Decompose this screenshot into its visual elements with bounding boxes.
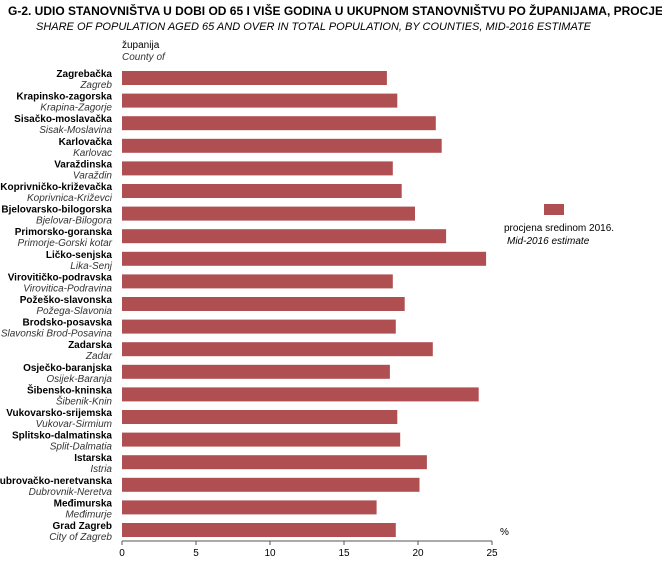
category-label: Sisačko-moslavačka: [14, 114, 112, 125]
category-label: Vukovarsko-srijemska: [6, 408, 112, 419]
bar-bjelovar-bilogora: [122, 206, 415, 221]
category-label: Koprivničko-križevačka: [0, 182, 112, 193]
category-label-en: Zagreb: [79, 80, 112, 91]
legend-label: procjena sredinom 2016.: [504, 223, 614, 234]
bar-primorje-gorski-kotar: [122, 229, 447, 244]
legend-swatch: [544, 204, 564, 215]
x-tick-label: 0: [119, 548, 125, 559]
bar-me-imurje: [122, 500, 377, 515]
category-label: Brodsko-posavska: [23, 318, 113, 329]
bars-group: [122, 71, 487, 537]
category-label: Požeško-slavonska: [20, 295, 113, 306]
category-label-en: Slavonski Brod-Posavina: [1, 329, 113, 340]
category-label-en: Sisak-Moslavina: [39, 125, 112, 136]
category-label: Međimurska: [54, 498, 113, 509]
category-axis-label-en: County of: [122, 52, 166, 63]
bar-po-ega-slavonia: [122, 297, 405, 311]
category-label-en: Dubrovnik-Neretva: [29, 487, 113, 498]
category-axis-label: županija: [122, 40, 160, 51]
bar-lika-senj: [122, 251, 487, 266]
category-label-en: Istria: [90, 464, 112, 475]
category-label-en: Šibenik-Knin: [56, 394, 113, 407]
bar-koprivnica-kri-evci: [122, 184, 402, 198]
category-label: Zadarska: [68, 340, 112, 351]
category-label-en: Varaždin: [73, 170, 113, 181]
category-label: Osječko-baranjska: [23, 363, 112, 374]
category-label-en: Vukovar-Sirmium: [36, 419, 112, 430]
category-label: Ličko-senjska: [46, 250, 113, 261]
category-label-en: Zadar: [85, 351, 113, 362]
category-label: Grad Zagreb: [53, 521, 112, 532]
legend: procjena sredinom 2016. Mid-2016 estimat…: [504, 204, 614, 247]
category-label: Primorsko-goranska: [15, 227, 113, 238]
bar-istria: [122, 455, 427, 470]
legend-label-en: Mid-2016 estimate: [507, 236, 590, 247]
category-label: Karlovačka: [59, 137, 113, 148]
bar-slavonski-brod-posavina: [122, 319, 396, 334]
bar-krapina-zagorje: [122, 93, 398, 108]
category-label: Istarska: [74, 453, 112, 464]
bar-osijek-baranja: [122, 364, 390, 379]
category-label: Virovitičko-podravska: [8, 272, 113, 283]
category-label: Dubrovačko-neretvanska: [0, 476, 112, 487]
category-labels-group: ZagrebačkaZagrebKrapinsko-zagorskaKrapin…: [0, 69, 113, 543]
category-label: Zagrebačka: [56, 69, 112, 80]
category-label-en: Osijek-Baranja: [46, 374, 112, 385]
x-axis-ticks-group: 0 5 10 15 20 25: [119, 541, 498, 559]
bar-virovitica-podravina: [122, 274, 393, 289]
category-label-en: Primorje-Gorski kotar: [18, 238, 113, 249]
bar-vara-din: [122, 161, 393, 176]
bar-sisak-moslavina: [122, 116, 436, 131]
category-label-en: Krapina-Zagorje: [40, 103, 112, 114]
category-label-en: City of Zagreb: [49, 532, 112, 543]
category-label: Varaždinska: [54, 159, 112, 170]
category-label-en: Lika-Senj: [70, 261, 112, 272]
bar-split-dalmatia: [122, 432, 401, 447]
category-label-en: Virovitica-Podravina: [23, 283, 112, 294]
bar-city-of-zagreb: [122, 523, 396, 537]
x-tick-label: 15: [338, 548, 350, 559]
category-label: Bjelovarsko-bilogorska: [1, 205, 112, 216]
category-label-en: Karlovac: [73, 148, 112, 159]
category-label-en: Bjelovar-Bilogora: [36, 216, 112, 227]
x-tick-label: 10: [264, 548, 276, 559]
bar-vukovar-sirmium: [122, 410, 398, 424]
bar--ibenik-knin: [122, 387, 479, 402]
x-tick-label: 20: [412, 548, 424, 559]
bar-karlovac: [122, 138, 442, 153]
chart-title: G-2. UDIO STANOVNIŠTVA U DOBI OD 65 I VI…: [8, 3, 662, 18]
value-unit-label: %: [500, 527, 509, 538]
category-label-en: Split-Dalmatia: [50, 442, 113, 453]
chart-subtitle: SHARE OF POPULATION AGED 65 AND OVER IN …: [36, 21, 592, 33]
category-label-en: Međimurje: [65, 509, 112, 520]
bar-zadar: [122, 342, 433, 357]
category-label-en: Koprivnica-Križevci: [27, 193, 113, 204]
category-label-en: Požega-Slavonia: [36, 306, 112, 317]
bar-dubrovnik-neretva: [122, 477, 420, 492]
category-label: Krapinsko-zagorska: [16, 92, 112, 103]
bar-zagreb: [122, 71, 387, 85]
category-label: Šibensko-kninska: [27, 383, 112, 396]
category-label: Splitsko-dalmatinska: [12, 431, 112, 442]
x-tick-label: 5: [193, 548, 199, 559]
x-tick-label: 25: [486, 548, 498, 559]
